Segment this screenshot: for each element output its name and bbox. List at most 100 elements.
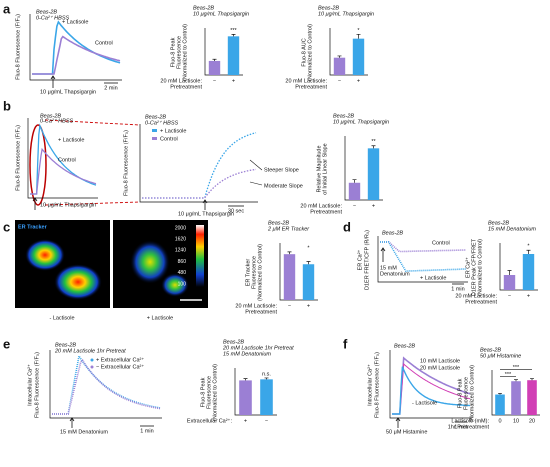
x-axis-label: Extracellular Ca²⁺: (187, 417, 233, 424)
text: Beas-2B (40, 113, 61, 119)
y-axis-label: Fluo-8 Fluorescence (F/F₀) (374, 352, 380, 418)
error-bar (287, 251, 292, 255)
x-tick-label: + (232, 78, 235, 84)
x-axis-label: Pretreatment (245, 309, 277, 315)
annotation: Steeper Slope (264, 167, 299, 173)
bar (227, 36, 240, 75)
stimulus-label: 15 mM Denatonium (60, 429, 108, 435)
panel-label: b (3, 98, 11, 113)
legend-label: 10 mM Lactisole (420, 358, 460, 364)
y-axis-label: Fluo-8 Peak (170, 37, 176, 67)
error-bar (371, 145, 376, 149)
legend-swatch (152, 137, 157, 140)
stimulus-label: 10 μg/mL Thapsigargin (178, 211, 234, 217)
y-axis-label: Fluo-8 Fluorescence (F/F₀) (15, 14, 21, 80)
trace (142, 132, 257, 199)
stimulus-label: Denatonium (380, 271, 410, 277)
stimulus-label: 10 μg/mL Thapsigargin (40, 89, 96, 95)
colorbar-label: 860 (178, 259, 187, 265)
pointer (249, 181, 263, 186)
scale-label: 1 min (454, 424, 467, 430)
chart-title: Beas-2B (333, 113, 354, 119)
error-bar (356, 33, 361, 39)
legend-swatch (90, 365, 94, 369)
error-bar (306, 261, 311, 265)
bar (495, 394, 505, 415)
scale-label: 1 min (451, 286, 464, 292)
chart-title: 15 mM Denatonium (488, 226, 536, 232)
cell (54, 264, 102, 300)
colorbar-label: 480 (178, 270, 187, 276)
y-axis-label: D1ER FRET/CFP (R/R₀) (364, 230, 370, 290)
legend-label: + Lactisole (62, 19, 88, 25)
error-bar (498, 392, 502, 395)
chart-title: 2 μM ER Tracker (267, 226, 310, 232)
legend-label: Control (58, 157, 76, 163)
cell (25, 239, 65, 271)
bar (511, 381, 521, 415)
bar (527, 380, 537, 415)
y-axis-label: Fluo-8 Fluorescence (F/F₀) (15, 125, 21, 191)
y-axis-label: Fluorescence (251, 256, 257, 289)
y-axis-label: ER Ca²⁺ (464, 257, 471, 278)
y-axis-label: Fluo-8 Peak (200, 377, 206, 407)
chart-title: 20 mM Lactisole 1hr Pretreat (222, 345, 294, 351)
trace (392, 356, 471, 415)
bar (503, 275, 516, 290)
y-axis-label: of Initial Linear Slope (322, 143, 328, 194)
significance: *** (505, 372, 512, 378)
panel-label: d (343, 219, 351, 234)
bar (367, 148, 380, 200)
x-tick-label: 20 (529, 418, 535, 424)
x-tick-label: − (338, 78, 341, 84)
significance: * (357, 28, 360, 34)
stimulus-label: 15 mM (380, 265, 397, 271)
x-tick-label: + (527, 293, 530, 299)
trace (392, 362, 471, 415)
error-bar (212, 58, 217, 61)
y-axis-label: (Normalized to Control) (212, 364, 218, 421)
pointer (249, 159, 263, 171)
stimulus-label: 10 μg/mL Thapsigargin (40, 202, 96, 208)
zoom-line (44, 119, 141, 126)
x-axis-label: Pretreatment (295, 84, 327, 90)
bar (283, 254, 296, 300)
colorbar-label: 1620 (175, 237, 186, 243)
text: Beas-2B (145, 114, 166, 120)
y-axis-label: Fluorescence (176, 36, 182, 69)
bar (239, 380, 252, 415)
x-axis-label: 20 mM Lactisole: (455, 293, 497, 299)
y-axis-label: (Normalized to Control) (182, 24, 188, 81)
y-axis-label: Fluo-8 Fluorescence (F/F₀) (123, 130, 129, 196)
chart-title: 10 μg/mL Thapsigargin (193, 11, 249, 17)
x-tick-label: + (244, 418, 247, 424)
x-tick-label: − (265, 418, 268, 424)
x-axis-label: 20 mM Lactisole: (160, 78, 202, 84)
legend-label: Control (95, 40, 113, 46)
chart-title: 15 mM Denatonium (223, 351, 271, 357)
text: Beas-2B (55, 342, 76, 348)
axis (389, 350, 472, 419)
arrow-head (50, 75, 56, 80)
significance: ** (371, 139, 376, 145)
axis (29, 14, 122, 81)
chart-title: 10 μg/mL Thapsigargin (318, 11, 374, 17)
trace (32, 35, 121, 75)
bar (352, 38, 365, 75)
bar (260, 379, 273, 415)
chart-title: Beas-2B (223, 339, 244, 345)
x-axis-label: Pretreatment (310, 209, 342, 215)
significance: *** (513, 365, 520, 371)
colorbar-label: 100 (178, 281, 187, 287)
y-axis-label: Fluorescence (463, 377, 469, 410)
y-axis-label: Fluo-8 Fluorescence (F/F₀) (34, 352, 40, 418)
y-axis-label: Intracellular Ca²⁺ (26, 364, 33, 406)
error-bar (243, 378, 248, 381)
error-bar (507, 270, 512, 275)
y-axis-label: (Normalized to Control) (469, 365, 475, 422)
error-bar (264, 377, 269, 380)
x-tick-label: + (372, 203, 375, 209)
image-label: + Lactisole (147, 315, 173, 321)
x-tick-label: 10 (513, 418, 519, 424)
bar (208, 60, 221, 75)
